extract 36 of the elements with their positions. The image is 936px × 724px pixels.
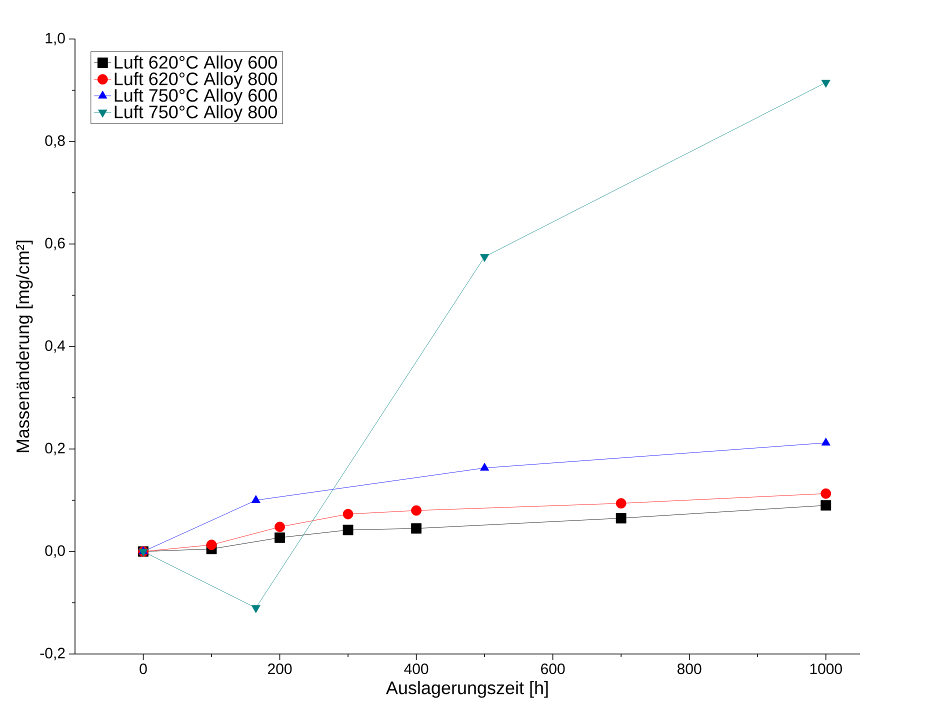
y-tick-label: 0,2 [45, 442, 65, 456]
point [820, 500, 832, 511]
point [411, 523, 422, 534]
y-tick-label: -0,2 [40, 648, 65, 660]
point [821, 438, 830, 446]
legend-label: Luft 620°C Alloy 800 [114, 72, 277, 89]
point [138, 548, 148, 557]
point [342, 524, 354, 536]
point [411, 505, 422, 516]
x-tick-label: 400 [404, 664, 428, 674]
x-tick-label: 600 [541, 664, 565, 674]
x-tick-label: 0 [140, 664, 147, 674]
x-tick-label: 1000 [810, 664, 842, 674]
legend-label: Luft 750°C Alloy 600 [114, 88, 277, 106]
point [206, 540, 217, 550]
point [274, 522, 285, 532]
y-tick-label: 0,0 [45, 545, 65, 558]
point [342, 508, 354, 520]
point [480, 254, 490, 262]
point [274, 532, 285, 543]
legend-label: Luft 620°C Alloy 600 [114, 55, 277, 72]
point [821, 80, 830, 88]
y-axis-title: Massenänderung [mg/cm²] [16, 240, 33, 452]
y-tick-label: 0,4 [45, 340, 66, 353]
x-axis-title: Auslagerungszeit [h] [386, 681, 548, 698]
point [820, 488, 832, 499]
legend-label: Luft 750°C Alloy 800 [114, 105, 277, 122]
y-tick-label: 0,8 [45, 135, 65, 148]
y-tick-label: 1,0 [46, 32, 65, 46]
y-tick-label: 0,6 [45, 238, 65, 250]
x-tick-label: 800 [678, 664, 702, 674]
point [480, 462, 490, 471]
point [251, 495, 260, 503]
point [616, 512, 626, 524]
point [616, 498, 626, 509]
x-tick-label: 200 [268, 664, 292, 674]
